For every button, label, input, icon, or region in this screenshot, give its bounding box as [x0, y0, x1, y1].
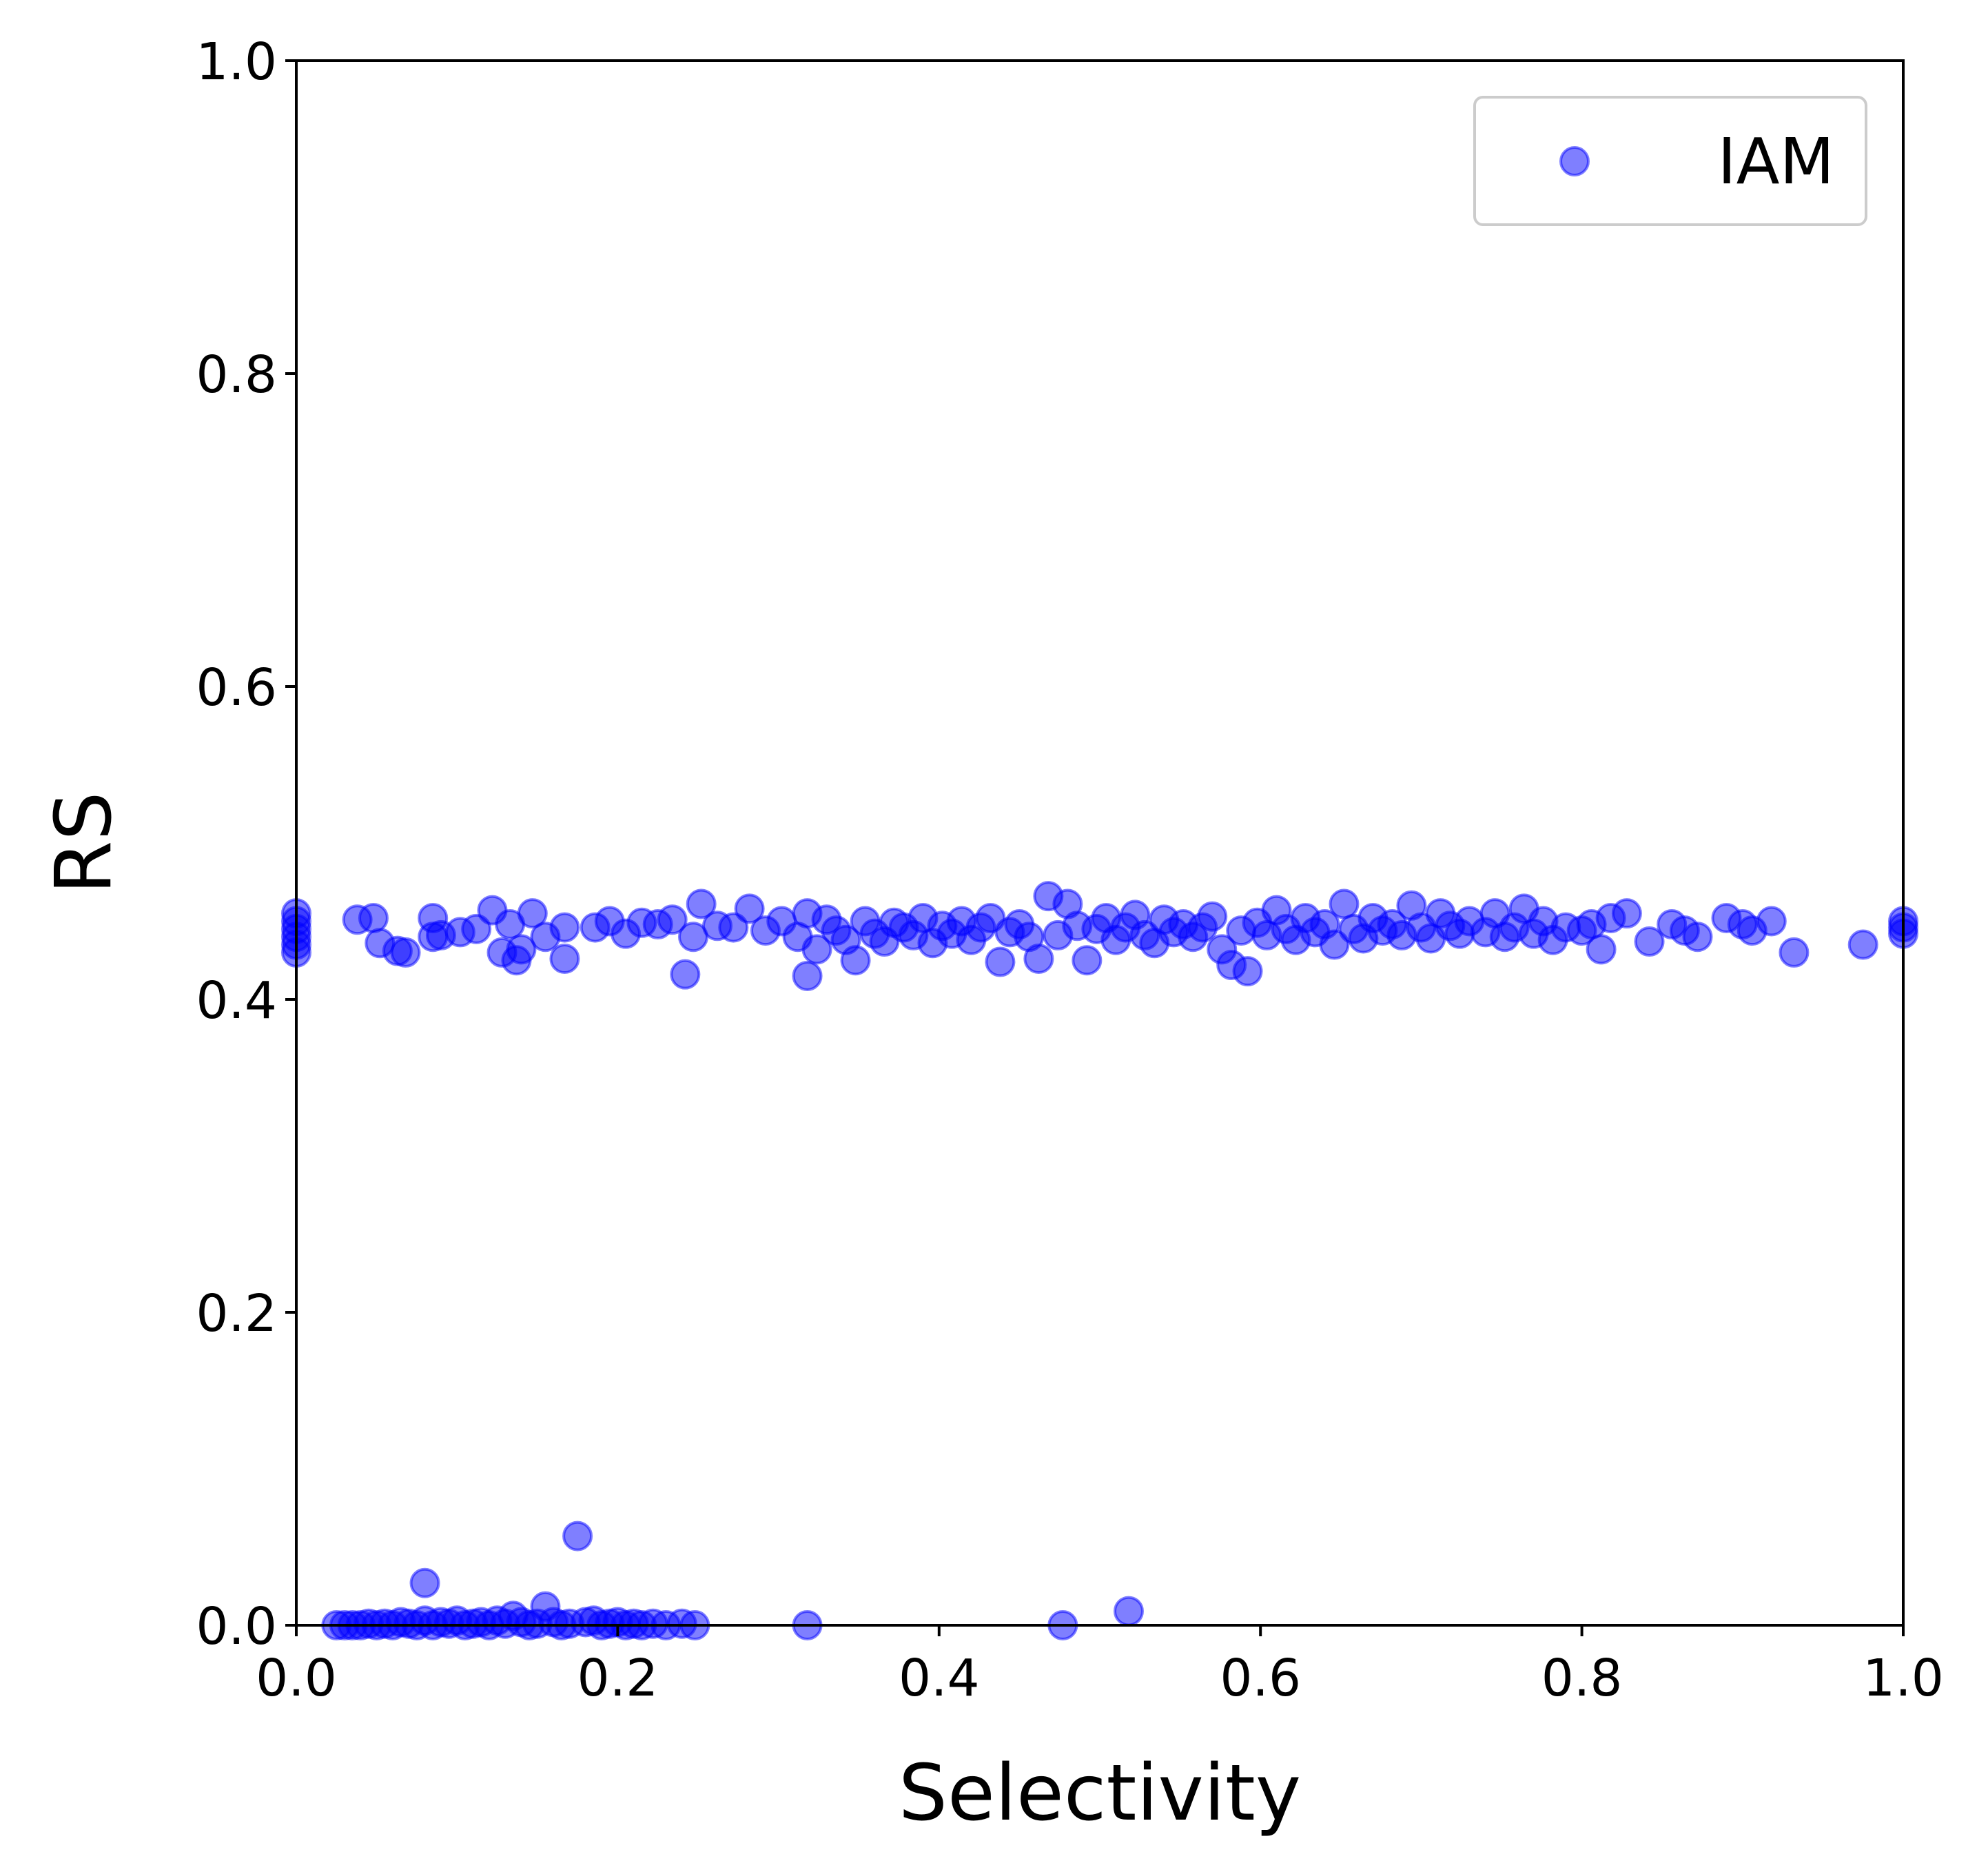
data-point	[1586, 934, 1617, 965]
data-point	[985, 946, 1016, 977]
data-point	[1023, 943, 1054, 974]
data-point	[1756, 906, 1787, 937]
x-axis-ticks: 0.0 0.2 0.4 0.6 0.8 1.0	[256, 1625, 1944, 1708]
data-point	[1847, 929, 1878, 960]
data-point	[409, 1567, 440, 1598]
data-point	[1232, 956, 1263, 987]
y-tick-label: 0.6	[196, 658, 277, 718]
data-point	[1634, 926, 1665, 957]
x-tick-label: 0.2	[577, 1649, 659, 1708]
data-point	[390, 937, 421, 968]
x-tick-label: 0.8	[1541, 1649, 1623, 1708]
legend: IAM	[1473, 96, 1867, 226]
y-tick-label: 0.8	[196, 345, 277, 405]
data-point	[670, 959, 701, 990]
data-point	[1779, 937, 1810, 968]
data-point	[506, 934, 537, 965]
data-point	[1329, 888, 1360, 919]
data-point	[840, 945, 871, 976]
y-axis-title: RS	[39, 792, 129, 895]
plot-frame	[295, 59, 1905, 1627]
data-point	[792, 960, 823, 991]
data-point	[517, 898, 548, 929]
x-axis-title: Selectivity	[899, 1749, 1301, 1838]
legend-marker-iam	[1559, 146, 1590, 176]
data-point	[1682, 922, 1713, 953]
x-tick-label: 0.0	[256, 1649, 337, 1708]
data-point	[1072, 945, 1103, 976]
data-point	[1197, 901, 1228, 932]
data-points	[281, 881, 1918, 1640]
y-tick-label: 0.2	[196, 1284, 277, 1343]
data-point	[657, 904, 688, 935]
data-point	[1319, 929, 1350, 960]
x-tick-label: 0.6	[1220, 1649, 1301, 1708]
legend-box	[1473, 96, 1867, 226]
y-axis-ticks: 0.0 0.2 0.4 0.6 0.8 1.0	[196, 32, 296, 1656]
data-point	[734, 893, 765, 924]
y-tick-label: 0.4	[196, 971, 277, 1030]
x-tick-label: 0.4	[899, 1649, 980, 1708]
data-point	[1611, 898, 1642, 929]
data-point	[549, 912, 580, 943]
y-tick-label: 0.0	[196, 1597, 277, 1656]
data-point	[801, 934, 832, 965]
legend-label-iam: IAM	[1718, 125, 1834, 199]
data-point	[562, 1520, 593, 1551]
x-tick-label: 1.0	[1863, 1649, 1944, 1708]
data-point	[686, 888, 717, 919]
data-point	[549, 943, 580, 974]
y-tick-label: 1.0	[196, 32, 277, 92]
data-point	[358, 902, 389, 933]
data-point	[1113, 1596, 1144, 1627]
